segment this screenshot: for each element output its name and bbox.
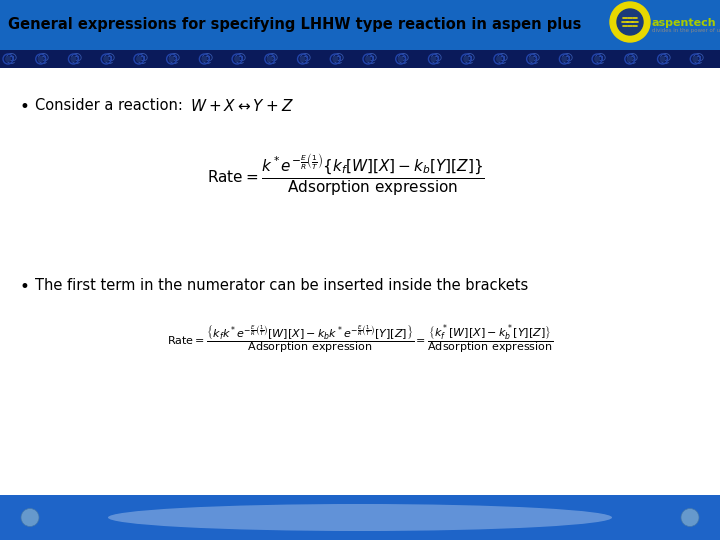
- Text: @: @: [69, 52, 81, 65]
- Text: @: @: [102, 52, 114, 65]
- Text: @: @: [266, 52, 278, 65]
- Circle shape: [234, 56, 240, 62]
- Circle shape: [681, 509, 699, 526]
- Circle shape: [660, 56, 665, 62]
- Circle shape: [365, 56, 371, 62]
- Text: @: @: [167, 52, 180, 65]
- Circle shape: [528, 56, 535, 62]
- Text: @: @: [626, 52, 638, 65]
- Text: The first term in the numerator can be inserted inside the brackets: The first term in the numerator can be i…: [35, 278, 528, 293]
- Ellipse shape: [108, 504, 612, 531]
- Circle shape: [562, 56, 567, 62]
- Circle shape: [267, 56, 273, 62]
- Circle shape: [463, 56, 469, 62]
- Text: @: @: [495, 52, 507, 65]
- Text: @: @: [397, 52, 409, 65]
- Text: •: •: [20, 98, 30, 116]
- Text: $\mathrm{Rate} = \dfrac{k^* e^{-\frac{E}{R}\left(\frac{1}{T}\right)} \left\{k_f[: $\mathrm{Rate} = \dfrac{k^* e^{-\frac{E}…: [207, 153, 485, 198]
- Text: Consider a reaction:: Consider a reaction:: [35, 98, 183, 113]
- Circle shape: [71, 56, 76, 62]
- Text: •: •: [20, 278, 30, 296]
- Circle shape: [627, 56, 633, 62]
- Circle shape: [202, 56, 207, 62]
- Bar: [0, 50, 720, 68]
- Circle shape: [136, 56, 142, 62]
- Bar: [0, 0, 720, 50]
- Text: @: @: [560, 52, 572, 65]
- Circle shape: [21, 509, 39, 526]
- Circle shape: [496, 56, 502, 62]
- Text: $W + X \leftrightarrow Y + Z$: $W + X \leftrightarrow Y + Z$: [190, 98, 294, 114]
- Text: @: @: [233, 52, 246, 65]
- Circle shape: [692, 56, 698, 62]
- Circle shape: [397, 56, 404, 62]
- Circle shape: [300, 56, 305, 62]
- Text: @: @: [37, 52, 49, 65]
- Text: @: @: [200, 52, 212, 65]
- Text: @: @: [593, 52, 606, 65]
- Circle shape: [594, 56, 600, 62]
- Circle shape: [37, 56, 44, 62]
- Text: @: @: [4, 52, 17, 65]
- Circle shape: [5, 56, 11, 62]
- Circle shape: [332, 56, 338, 62]
- Text: $\mathrm{Rate} = \dfrac{\left\{k_f k^* e^{-\frac{E}{R}\left(\frac{1}{T}\right)}[: $\mathrm{Rate} = \dfrac{\left\{k_f k^* e…: [166, 323, 554, 355]
- Text: @: @: [135, 52, 147, 65]
- Text: @: @: [658, 52, 671, 65]
- Bar: [0, 495, 720, 540]
- Text: aspentech: aspentech: [652, 18, 716, 28]
- Text: @: @: [691, 52, 703, 65]
- Circle shape: [103, 56, 109, 62]
- Circle shape: [610, 2, 650, 42]
- Text: @: @: [331, 52, 343, 65]
- Text: divides in the power of u: divides in the power of u: [652, 28, 720, 33]
- Text: @: @: [298, 52, 311, 65]
- Text: General expressions for specifying LHHW type reaction in aspen plus: General expressions for specifying LHHW …: [8, 17, 581, 32]
- Text: @: @: [462, 52, 474, 65]
- Circle shape: [168, 56, 175, 62]
- Circle shape: [617, 9, 643, 35]
- Text: @: @: [527, 52, 540, 65]
- Text: @: @: [429, 52, 441, 65]
- Circle shape: [431, 56, 436, 62]
- Text: @: @: [364, 52, 377, 65]
